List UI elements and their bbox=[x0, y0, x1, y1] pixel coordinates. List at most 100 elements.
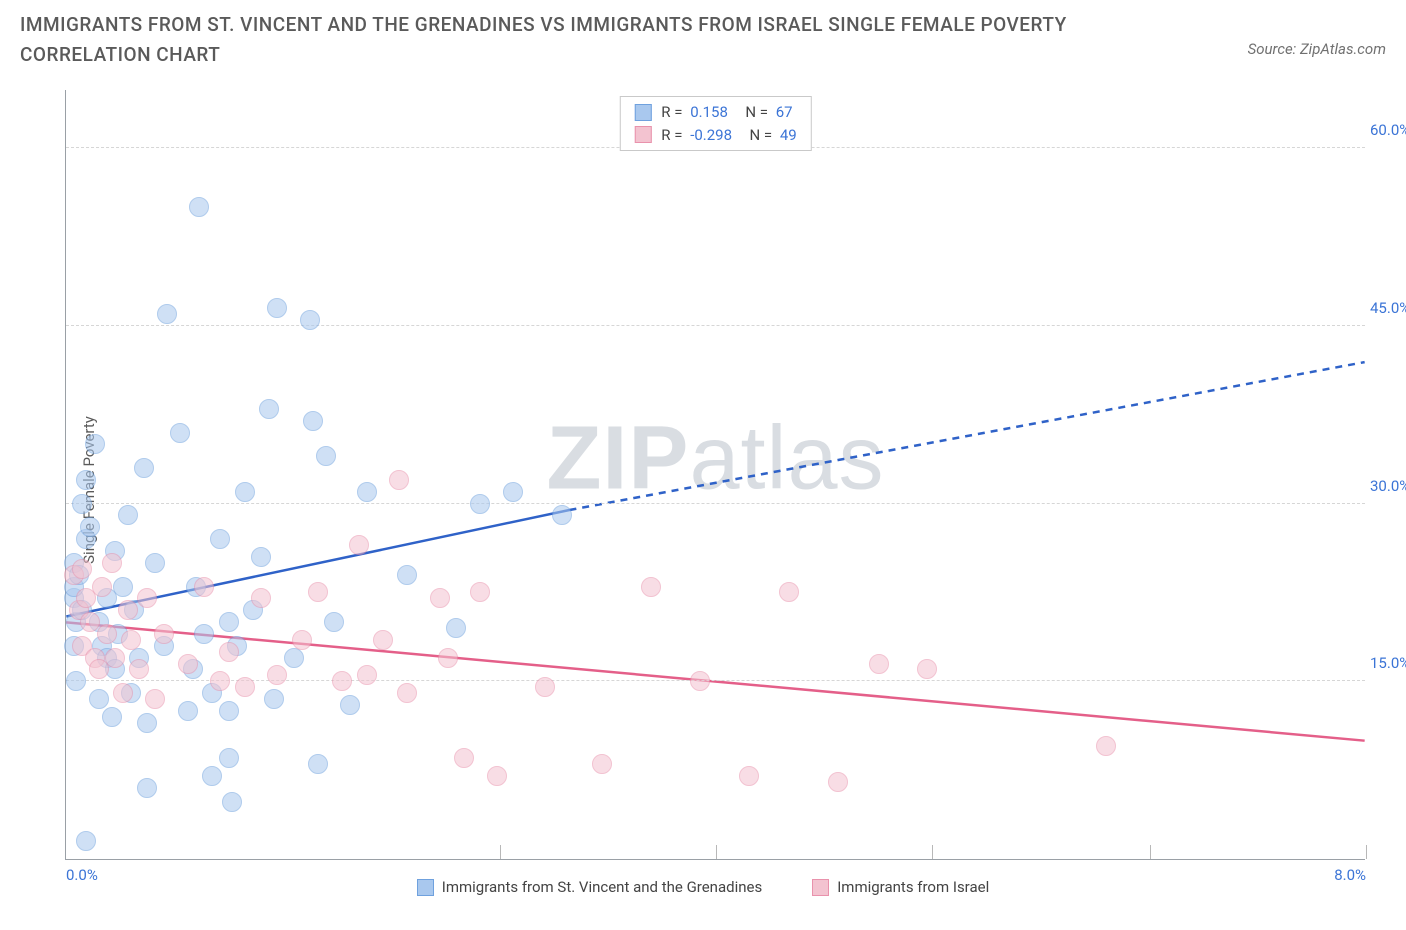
legend-n-label: N = 67 bbox=[738, 101, 793, 124]
scatter-point bbox=[76, 831, 96, 851]
scatter-point bbox=[308, 754, 328, 774]
scatter-point bbox=[219, 748, 239, 768]
scatter-point bbox=[170, 423, 190, 443]
scatter-point bbox=[102, 553, 122, 573]
scatter-point bbox=[503, 482, 523, 502]
scatter-point bbox=[397, 683, 417, 703]
scatter-point bbox=[592, 754, 612, 774]
scatter-point bbox=[219, 612, 239, 632]
legend-series-label: Immigrants from St. Vincent and the Gren… bbox=[442, 878, 762, 896]
scatter-point bbox=[308, 582, 328, 602]
scatter-point bbox=[340, 695, 360, 715]
gridline bbox=[66, 680, 1365, 681]
scatter-point bbox=[869, 654, 889, 674]
scatter-point bbox=[1096, 736, 1116, 756]
scatter-point bbox=[210, 671, 230, 691]
legend-r-label: R = -0.298 bbox=[661, 124, 732, 147]
source-attribution: Source: ZipAtlas.com bbox=[1248, 40, 1386, 58]
y-tick-label: 45.0% bbox=[1370, 299, 1406, 317]
scatter-point bbox=[332, 671, 352, 691]
scatter-point bbox=[454, 748, 474, 768]
scatter-point bbox=[113, 577, 133, 597]
legend-row: R = -0.298 N = 49 bbox=[634, 124, 796, 147]
scatter-point bbox=[324, 612, 344, 632]
scatter-point bbox=[194, 577, 214, 597]
trend-lines-layer bbox=[66, 90, 1365, 859]
scatter-point bbox=[137, 588, 157, 608]
scatter-point bbox=[259, 399, 279, 419]
scatter-point bbox=[430, 588, 450, 608]
scatter-point bbox=[397, 565, 417, 585]
scatter-point bbox=[178, 654, 198, 674]
scatter-point bbox=[113, 683, 133, 703]
scatter-point bbox=[264, 689, 284, 709]
scatter-point bbox=[235, 482, 255, 502]
scatter-point bbox=[137, 713, 157, 733]
scatter-point bbox=[303, 411, 323, 431]
scatter-point bbox=[470, 582, 490, 602]
scatter-point bbox=[251, 588, 271, 608]
scatter-point bbox=[552, 505, 572, 525]
scatter-point bbox=[251, 547, 271, 567]
scatter-point bbox=[779, 582, 799, 602]
scatter-point bbox=[219, 642, 239, 662]
scatter-point bbox=[828, 772, 848, 792]
gridline bbox=[66, 503, 1365, 504]
scatter-point bbox=[267, 665, 287, 685]
scatter-point bbox=[194, 624, 214, 644]
scatter-point bbox=[145, 689, 165, 709]
scatter-point bbox=[446, 618, 466, 638]
legend-item: Immigrants from Israel bbox=[812, 878, 989, 896]
scatter-point bbox=[487, 766, 507, 786]
scatter-point bbox=[145, 553, 165, 573]
legend-swatch-icon bbox=[812, 879, 829, 896]
scatter-point bbox=[89, 689, 109, 709]
scatter-point bbox=[267, 298, 287, 318]
scatter-point bbox=[118, 600, 138, 620]
legend-item: Immigrants from St. Vincent and the Gren… bbox=[417, 878, 762, 896]
scatter-point bbox=[154, 624, 174, 644]
scatter-point bbox=[292, 630, 312, 650]
scatter-point bbox=[76, 470, 96, 490]
scatter-point bbox=[118, 505, 138, 525]
scatter-point bbox=[438, 648, 458, 668]
scatter-point bbox=[129, 659, 149, 679]
x-gridtick bbox=[932, 845, 933, 859]
legend-series: Immigrants from St. Vincent and the Gren… bbox=[20, 878, 1386, 896]
scatter-point bbox=[178, 701, 198, 721]
y-tick-label: 15.0% bbox=[1370, 654, 1406, 672]
scatter-point bbox=[137, 778, 157, 798]
scatter-point bbox=[690, 671, 710, 691]
scatter-point bbox=[210, 529, 230, 549]
scatter-point bbox=[641, 577, 661, 597]
scatter-point bbox=[85, 434, 105, 454]
legend-n-label: N = 49 bbox=[742, 124, 797, 147]
x-gridtick bbox=[1366, 845, 1367, 859]
scatter-point bbox=[349, 535, 369, 555]
chart-container: Single Female Poverty R = 0.158 N = 67 R… bbox=[20, 80, 1386, 900]
legend-swatch-icon bbox=[634, 126, 651, 143]
x-gridtick bbox=[500, 845, 501, 859]
watermark: ZIPatlas bbox=[546, 408, 884, 511]
legend-swatch-icon bbox=[417, 879, 434, 896]
chart-title: IMMIGRANTS FROM ST. VINCENT AND THE GREN… bbox=[20, 10, 1140, 71]
y-tick-label: 30.0% bbox=[1370, 477, 1406, 495]
y-tick-label: 60.0% bbox=[1370, 121, 1406, 139]
scatter-point bbox=[97, 624, 117, 644]
scatter-point bbox=[134, 458, 154, 478]
plot-area: R = 0.158 N = 67 R = -0.298 N = 49 ZIPat… bbox=[65, 90, 1365, 860]
scatter-point bbox=[219, 701, 239, 721]
scatter-point bbox=[535, 677, 555, 697]
header: IMMIGRANTS FROM ST. VINCENT AND THE GREN… bbox=[0, 0, 1406, 71]
legend-swatch-icon bbox=[634, 104, 651, 121]
legend-statistics: R = 0.158 N = 67 R = -0.298 N = 49 bbox=[619, 96, 811, 151]
scatter-point bbox=[357, 482, 377, 502]
scatter-point bbox=[105, 648, 125, 668]
scatter-point bbox=[92, 577, 112, 597]
scatter-point bbox=[189, 197, 209, 217]
scatter-point bbox=[202, 766, 222, 786]
legend-series-label: Immigrants from Israel bbox=[837, 878, 989, 896]
scatter-point bbox=[739, 766, 759, 786]
legend-r-label: R = 0.158 bbox=[661, 101, 728, 124]
x-gridtick bbox=[716, 845, 717, 859]
